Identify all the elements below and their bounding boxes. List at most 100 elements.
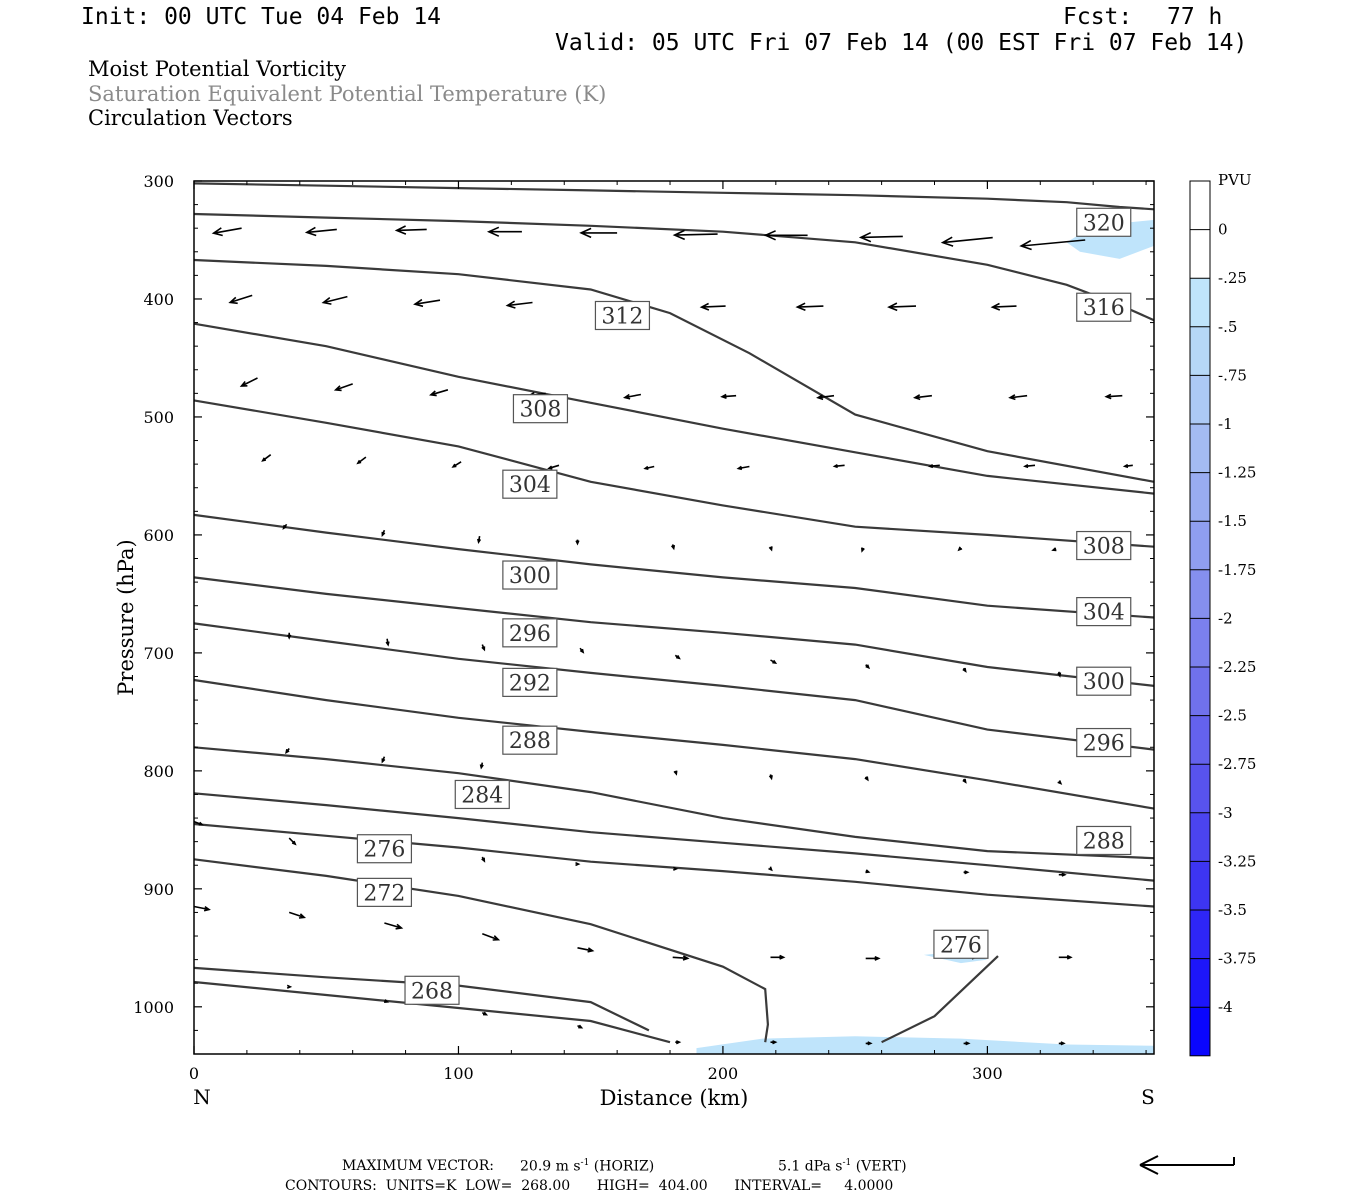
circulation-vector — [356, 456, 367, 465]
circulation-vector — [770, 1040, 778, 1045]
circulation-vector — [547, 464, 560, 470]
circulation-vector — [1057, 780, 1063, 785]
circulation-vector — [912, 394, 932, 401]
circulation-vector — [304, 226, 337, 237]
colorbar-tick-label: -2.75 — [1218, 755, 1256, 773]
circulation-vector — [622, 393, 642, 400]
contour-label: 312 — [601, 304, 643, 329]
x-end-label-south: S — [1141, 1085, 1155, 1109]
contour-label: 288 — [1083, 829, 1125, 854]
circulation-vector — [795, 302, 824, 312]
colorbar-segment — [1190, 764, 1210, 813]
circulation-vector — [579, 227, 618, 239]
contour-label-box — [502, 469, 558, 499]
contour-label: 296 — [1083, 732, 1125, 757]
contour-info: CONTOURS: UNITS=K LOW= 268.00 HIGH= 404.… — [285, 1178, 894, 1194]
circulation-vector — [228, 294, 253, 305]
colorbar-segment — [1190, 181, 1210, 230]
colorbar-tick-label: -3 — [1218, 804, 1233, 822]
circulation-vector — [1058, 954, 1073, 960]
circulation-vector — [861, 547, 865, 553]
colorbar-tick-label: -2.25 — [1218, 658, 1256, 676]
circulation-vector — [674, 654, 681, 660]
circulation-vector — [963, 870, 970, 875]
circulation-vector — [333, 383, 353, 392]
circulation-vector — [193, 905, 211, 912]
y-tick-label: 300 — [143, 172, 174, 191]
circulation-vector — [1104, 393, 1123, 400]
contour-label: 304 — [1083, 601, 1125, 626]
circulation-vector — [699, 302, 726, 311]
colorbar-segment — [1190, 667, 1210, 716]
colorbar-tick-label: -2.5 — [1218, 707, 1247, 725]
theta-contour-304 — [193, 399, 1155, 548]
circulation-vector — [413, 298, 441, 308]
colorbar-tick-label: -3.25 — [1218, 852, 1256, 870]
contour-label-box — [1076, 825, 1132, 856]
colorbar-tick-label: -.25 — [1218, 269, 1247, 287]
circulation-vector — [481, 856, 486, 863]
contour-label: 300 — [509, 564, 551, 589]
circulation-vector — [927, 463, 940, 469]
circulation-vector — [285, 748, 290, 755]
theta-contour-272 — [193, 858, 770, 1043]
contour-label-box — [356, 834, 413, 864]
circulation-vector — [286, 984, 293, 989]
circulation-vector — [575, 861, 581, 867]
theta-contour-layer — [193, 182, 1155, 1044]
circulation-vector — [672, 229, 718, 241]
y-tick-label: 800 — [143, 762, 174, 781]
circulation-vector — [770, 954, 786, 960]
field-title-vectors: Circulation Vectors — [88, 106, 293, 130]
colorbar-tick-label: -3.5 — [1218, 901, 1247, 919]
contour-label-box — [1076, 292, 1132, 322]
contour-label: 304 — [509, 473, 551, 498]
colorbar-segment — [1190, 326, 1210, 376]
contour-label-box — [502, 667, 558, 697]
circulation-vector — [816, 394, 835, 401]
theta-contour-300 — [193, 513, 1155, 619]
theta-contour-320 — [193, 182, 1155, 211]
forecast-hour: 77 h — [1167, 4, 1223, 30]
colorbar-tick-label: -2 — [1218, 609, 1233, 627]
contour-label: 276 — [940, 933, 982, 958]
circulation-vector — [287, 632, 292, 640]
contour-label: 284 — [461, 783, 503, 808]
colorbar-segment — [1190, 715, 1210, 765]
field-title-mpv: Moist Potential Vorticity — [88, 57, 346, 81]
axes-layer: 300 400 500 600 700 800 900 1000 0 100 200 300 N S Dis… — [114, 172, 1155, 1110]
colorbar-tick-label: -1 — [1218, 415, 1233, 433]
theta-contour-280 — [193, 792, 1155, 882]
theta-contour-312 — [193, 258, 1155, 483]
contour-label: 276 — [363, 838, 405, 863]
circulation-vector — [385, 638, 390, 647]
circulation-vector — [673, 770, 678, 776]
colorbar-segment — [1190, 910, 1210, 959]
circulation-vector — [1051, 547, 1057, 552]
x-end-label-north: N — [193, 1085, 211, 1109]
contour-label: 316 — [1083, 296, 1125, 321]
x-tick-label: 100 — [443, 1064, 474, 1083]
circulation-vector — [963, 1041, 971, 1046]
circulation-vector — [865, 869, 871, 874]
contour-label-box — [356, 877, 413, 907]
circulation-vector — [962, 667, 967, 673]
circulation-vector — [384, 999, 390, 1003]
circulation-vector — [643, 465, 655, 470]
circulation-vector — [481, 644, 486, 652]
circulation-vector — [832, 464, 845, 469]
circulation-vector — [736, 465, 750, 471]
colorbar-segment — [1190, 958, 1210, 1008]
colorbar-tick-label: -4 — [1218, 998, 1233, 1016]
circulation-vector — [962, 778, 967, 784]
circulation-vector — [321, 295, 348, 305]
max-vector-horiz: 20.9 m s-1 (HORIZ) — [520, 1158, 655, 1175]
circulation-vector — [768, 866, 773, 872]
theta-contour-288 — [193, 678, 1155, 810]
y-tick-label: 600 — [143, 526, 174, 545]
contour-label-layer: 320 316 312 308 304 308 300 304 296 300 292 296 288 2… — [356, 207, 1132, 1005]
circulation-vector — [479, 762, 484, 770]
circulation-vector — [1058, 872, 1067, 877]
circulation-vector — [486, 226, 522, 237]
circulation-vector — [282, 523, 288, 530]
